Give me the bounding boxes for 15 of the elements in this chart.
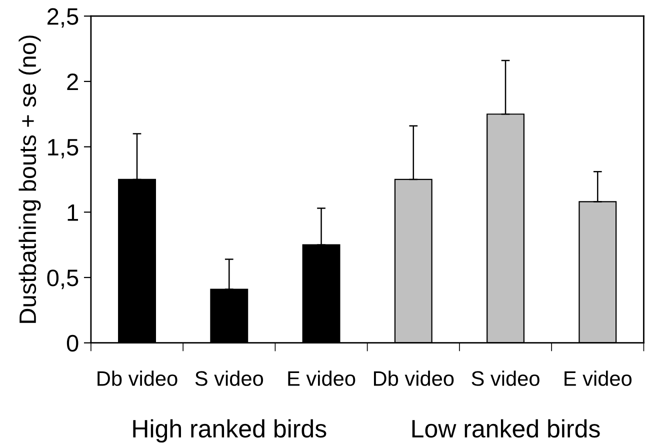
- y-tick-label: 0: [66, 334, 78, 352]
- x-tick-label: E video: [564, 370, 632, 386]
- x-tick-label: S video: [195, 370, 264, 386]
- y-tick-label: 2: [67, 74, 78, 90]
- x-tick-label: Db video: [374, 370, 454, 386]
- y-tick-label: 0,5: [47, 270, 78, 290]
- y-tick-label: 1,5: [48, 139, 78, 158]
- x-tick-label: Db video: [98, 370, 178, 386]
- x-tick-label: S video: [472, 370, 540, 386]
- y-tick-label: 1: [68, 204, 78, 221]
- y-axis-title: Dustbathing bouts + se (no): [18, 36, 41, 323]
- text: Low ranked birds: [412, 419, 600, 438]
- y-tick-label: 2,5: [48, 8, 78, 28]
- x-tick-label: E video: [288, 370, 356, 386]
- text: High ranked birds: [133, 419, 326, 443]
